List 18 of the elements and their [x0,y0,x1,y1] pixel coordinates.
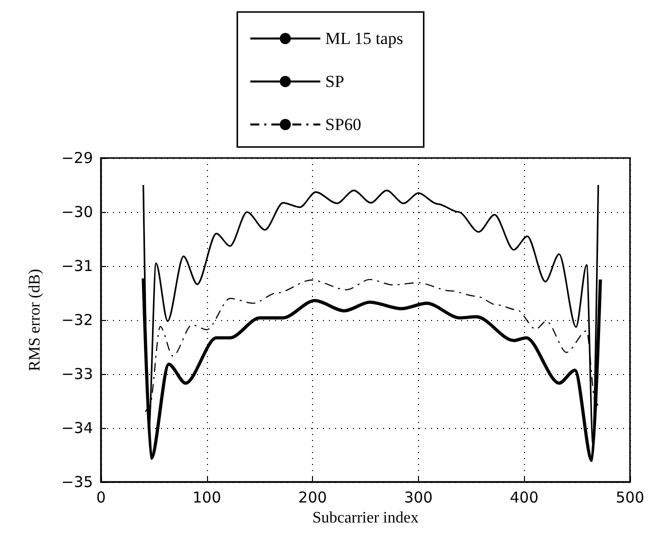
x-tick-label: 500 [616,488,644,506]
y-tick-label: −31 [61,257,93,275]
x-tick-label: 100 [192,488,222,506]
y-axis-title: RMS error (dB) [26,268,44,372]
x-axis-title: Subcarrier index [312,509,419,526]
legend-label: SP60 [325,115,362,134]
y-tick-label: −32 [61,311,93,329]
y-tick-label: −35 [61,473,93,491]
x-tick-label: 200 [298,488,327,506]
y-tick-label: −30 [61,203,93,221]
legend-label: SP [325,72,344,91]
y-tick-label: −29 [61,149,93,167]
x-tick-label: 300 [404,488,433,506]
x-tick-label: 0 [96,488,106,506]
y-tick-label: −34 [61,419,93,437]
legend-label: ML 15 taps [325,29,404,48]
x-tick-label: 400 [510,488,539,506]
y-tick-label: −33 [61,365,93,383]
